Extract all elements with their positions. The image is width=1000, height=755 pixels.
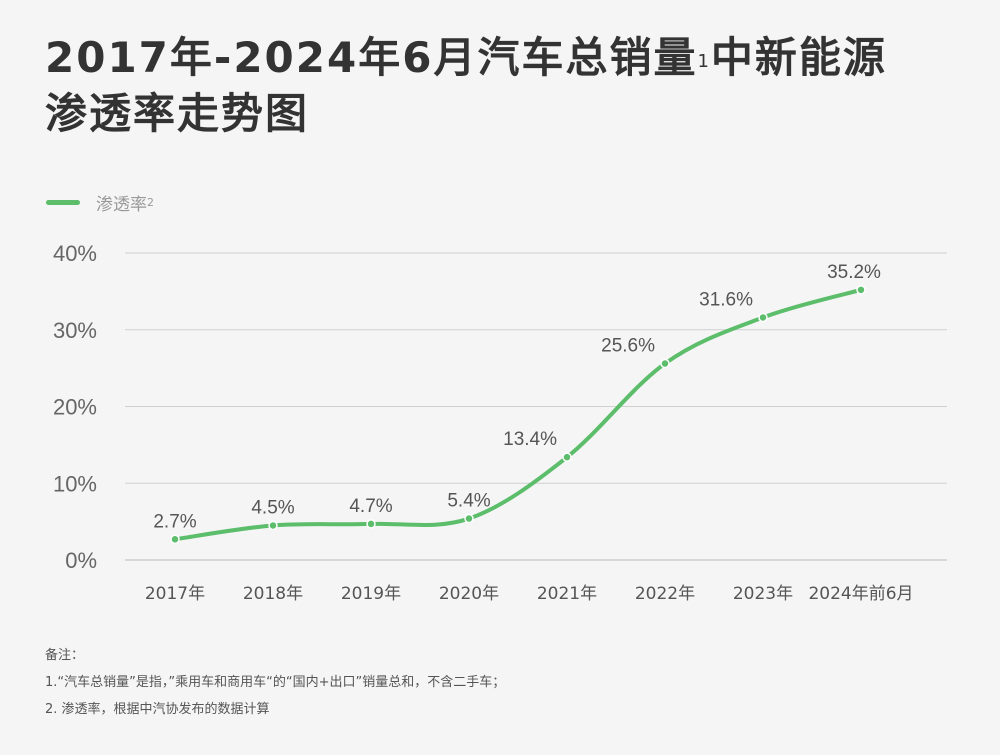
data-point xyxy=(562,452,572,462)
y-tick-label: 20% xyxy=(53,395,97,420)
notes-heading: 备注： xyxy=(45,648,85,663)
legend: 渗透率 2 xyxy=(46,190,154,215)
data-point xyxy=(268,520,278,531)
legend-footnote: 2 xyxy=(147,196,154,209)
title-footnote: 1 xyxy=(697,51,711,72)
data-label: 25.6% xyxy=(601,336,655,357)
data-point xyxy=(660,358,670,369)
x-tick-label: 2018年 xyxy=(243,584,303,604)
title-line2: 渗透率走势图 xyxy=(45,89,310,138)
chart-title: 2017年-2024年6月汽车总销量1中新能源 渗透率走势图 xyxy=(45,30,887,142)
data-point xyxy=(366,519,376,529)
x-tick-label: 2021年 xyxy=(537,584,597,604)
data-label: 4.7% xyxy=(349,496,392,517)
title-line1b: 中新能源 xyxy=(710,33,887,82)
y-tick-label: 40% xyxy=(53,241,97,266)
data-point xyxy=(856,285,866,295)
note-1: 1.“汽车总销量”是指，”乘用车和商用车“的“国内+出口”销量总和，不含二手车； xyxy=(45,675,506,690)
x-tick-label: 2020年 xyxy=(439,584,499,604)
line-chart: 0% 10% 20% 30% 40% 2017年 2018年 2019年 2020年 2021年 2… xyxy=(53,241,947,604)
y-tick-label: 30% xyxy=(53,318,97,343)
data-label: 4.5% xyxy=(251,497,294,518)
x-tick-label: 2023年 xyxy=(733,584,793,604)
data-label: 31.6% xyxy=(699,289,753,310)
notes: 备注： 1.“汽车总销量”是指，”乘用车和商用车“的“国内+出口”销量总和，不含… xyxy=(45,642,505,723)
legend-swatch xyxy=(46,200,80,205)
legend-label: 渗透率 xyxy=(96,195,147,215)
data-label: 2.7% xyxy=(153,511,196,532)
x-tick-label: 2017年 xyxy=(145,584,205,604)
y-tick-label: 0% xyxy=(65,548,97,573)
x-tick-label: 2024年前6月 xyxy=(808,584,913,604)
x-tick-label: 2022年 xyxy=(635,584,695,604)
y-tick-label: 10% xyxy=(53,471,97,496)
data-point xyxy=(170,534,180,545)
note-2: 2. 渗透率，根据中汽协发布的数据计算 xyxy=(45,702,270,717)
series-line xyxy=(173,287,863,542)
data-label: 13.4% xyxy=(503,429,557,450)
data-label: 5.4% xyxy=(447,491,490,512)
data-point xyxy=(464,513,474,524)
data-point xyxy=(758,312,768,323)
data-label: 35.2% xyxy=(827,262,881,283)
title-line1: 2017年-2024年6月汽车总销量 xyxy=(45,33,698,82)
x-tick-label: 2019年 xyxy=(341,584,401,604)
